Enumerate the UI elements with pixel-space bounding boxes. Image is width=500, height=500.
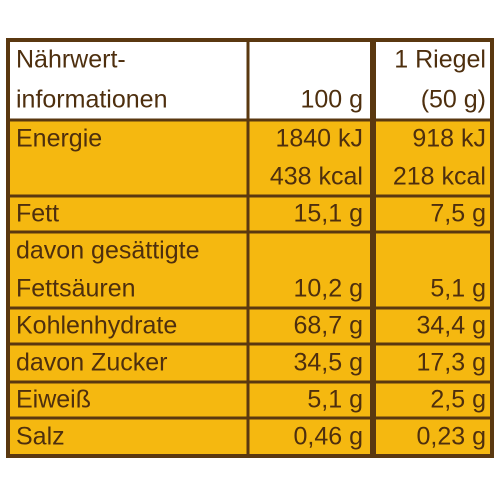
cell-text: 2,5 g [430,386,486,414]
cell-text: 918 kJ [412,125,486,153]
header-cell-text: informationen [16,86,167,114]
cell-text: Energie [16,125,102,153]
cell-text: Kohlenhydrate [16,312,177,340]
row-bg [8,344,492,382]
cell-text: 15,1 g [293,200,363,228]
header-cell-text: 1 Riegel [394,46,486,74]
row-bg [8,418,492,456]
cell-text: 5,1 g [430,275,486,303]
row-bg [8,308,492,344]
cell-text: 7,5 g [430,200,486,228]
cell-text: 218 kcal [393,163,486,191]
header-cell-text: 100 g [300,86,363,114]
row-bg [8,232,492,308]
cell-text: Fett [16,200,59,228]
outer-border [6,38,494,458]
row-bg [8,196,492,232]
cell-text: 34,5 g [293,349,363,377]
cell-text: Salz [16,423,65,451]
cell-text: davon gesättigte [16,237,199,265]
cell-text: 1840 kJ [275,125,363,153]
cell-text: 10,2 g [293,275,363,303]
cell-text: 17,3 g [416,349,486,377]
header-cell-text: (50 g) [421,86,486,114]
cell-text: 0,23 g [416,423,486,451]
row-bg [8,382,492,418]
cell-text: Fettsäuren [16,275,136,303]
header-cell-text: Nährwert- [16,46,126,74]
header-row-bg [8,40,492,120]
cell-text: 5,1 g [307,386,363,414]
cell-text: davon Zucker [16,349,167,377]
cell-text: 34,4 g [416,312,486,340]
row-bg [8,120,492,196]
cell-text: Eiweiß [16,386,91,414]
cell-text: 438 kcal [270,163,363,191]
cell-text: 68,7 g [293,312,363,340]
cell-text: 0,46 g [293,423,363,451]
